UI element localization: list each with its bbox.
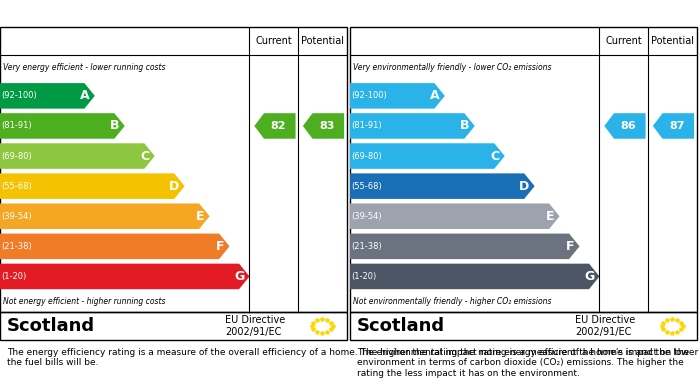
Polygon shape bbox=[303, 113, 344, 139]
Text: C: C bbox=[491, 149, 500, 163]
Polygon shape bbox=[350, 264, 599, 289]
Text: (92-100): (92-100) bbox=[351, 91, 388, 100]
Polygon shape bbox=[350, 203, 559, 229]
Polygon shape bbox=[0, 143, 155, 169]
Text: Not energy efficient - higher running costs: Not energy efficient - higher running co… bbox=[4, 297, 166, 306]
Text: (21-38): (21-38) bbox=[351, 242, 382, 251]
Text: E: E bbox=[546, 210, 554, 223]
Text: C: C bbox=[141, 149, 150, 163]
Text: (1-20): (1-20) bbox=[1, 272, 27, 281]
Polygon shape bbox=[0, 264, 249, 289]
Text: Energy Efficiency Rating: Energy Efficiency Rating bbox=[7, 6, 198, 20]
Text: 2: 2 bbox=[579, 11, 585, 22]
Polygon shape bbox=[0, 233, 230, 259]
Text: 86: 86 bbox=[621, 121, 636, 131]
Polygon shape bbox=[350, 143, 505, 169]
Text: (1-20): (1-20) bbox=[351, 272, 377, 281]
Text: D: D bbox=[169, 179, 179, 193]
Text: Not environmentally friendly - higher CO₂ emissions: Not environmentally friendly - higher CO… bbox=[354, 297, 552, 306]
Text: B: B bbox=[110, 120, 120, 133]
Text: F: F bbox=[566, 240, 574, 253]
Text: EU Directive
2002/91/EC: EU Directive 2002/91/EC bbox=[225, 315, 286, 337]
Text: Scotland: Scotland bbox=[7, 317, 95, 335]
Polygon shape bbox=[350, 113, 475, 139]
Text: The environmental impact rating is a measure of a home's impact on the environme: The environmental impact rating is a mea… bbox=[357, 348, 689, 378]
Text: ) Rating: ) Rating bbox=[586, 6, 648, 20]
Text: Very energy efficient - lower running costs: Very energy efficient - lower running co… bbox=[4, 63, 166, 72]
Text: (39-54): (39-54) bbox=[351, 212, 382, 221]
Polygon shape bbox=[0, 173, 185, 199]
Text: (39-54): (39-54) bbox=[1, 212, 32, 221]
Text: B: B bbox=[460, 120, 470, 133]
Text: 82: 82 bbox=[271, 121, 286, 131]
Text: (21-38): (21-38) bbox=[1, 242, 32, 251]
Text: (69-80): (69-80) bbox=[351, 152, 382, 161]
Text: Potential: Potential bbox=[651, 36, 694, 46]
Text: (92-100): (92-100) bbox=[1, 91, 38, 100]
Text: Very environmentally friendly - lower CO₂ emissions: Very environmentally friendly - lower CO… bbox=[354, 63, 552, 72]
Text: Scotland: Scotland bbox=[357, 317, 445, 335]
Text: Current: Current bbox=[256, 36, 292, 46]
Text: 83: 83 bbox=[319, 121, 335, 131]
Polygon shape bbox=[254, 113, 295, 139]
Text: (81-91): (81-91) bbox=[1, 122, 32, 131]
Text: F: F bbox=[216, 240, 224, 253]
Text: EU Directive
2002/91/EC: EU Directive 2002/91/EC bbox=[575, 315, 636, 337]
Text: A: A bbox=[80, 90, 90, 102]
Text: 87: 87 bbox=[669, 121, 685, 131]
Polygon shape bbox=[350, 173, 535, 199]
Text: (55-68): (55-68) bbox=[1, 182, 32, 191]
Polygon shape bbox=[350, 83, 444, 109]
Polygon shape bbox=[0, 203, 209, 229]
Text: D: D bbox=[519, 179, 529, 193]
Text: G: G bbox=[584, 270, 594, 283]
Text: (55-68): (55-68) bbox=[351, 182, 382, 191]
Text: E: E bbox=[196, 210, 204, 223]
Text: (81-91): (81-91) bbox=[351, 122, 382, 131]
Polygon shape bbox=[350, 233, 580, 259]
Polygon shape bbox=[604, 113, 645, 139]
Text: Current: Current bbox=[606, 36, 642, 46]
Polygon shape bbox=[0, 113, 125, 139]
Polygon shape bbox=[653, 113, 694, 139]
Text: Environmental Impact (CO: Environmental Impact (CO bbox=[357, 6, 563, 20]
Text: (69-80): (69-80) bbox=[1, 152, 32, 161]
Text: A: A bbox=[430, 90, 440, 102]
Polygon shape bbox=[0, 83, 94, 109]
Text: Potential: Potential bbox=[301, 36, 344, 46]
Text: G: G bbox=[234, 270, 244, 283]
Text: The energy efficiency rating is a measure of the overall efficiency of a home. T: The energy efficiency rating is a measur… bbox=[7, 348, 698, 367]
